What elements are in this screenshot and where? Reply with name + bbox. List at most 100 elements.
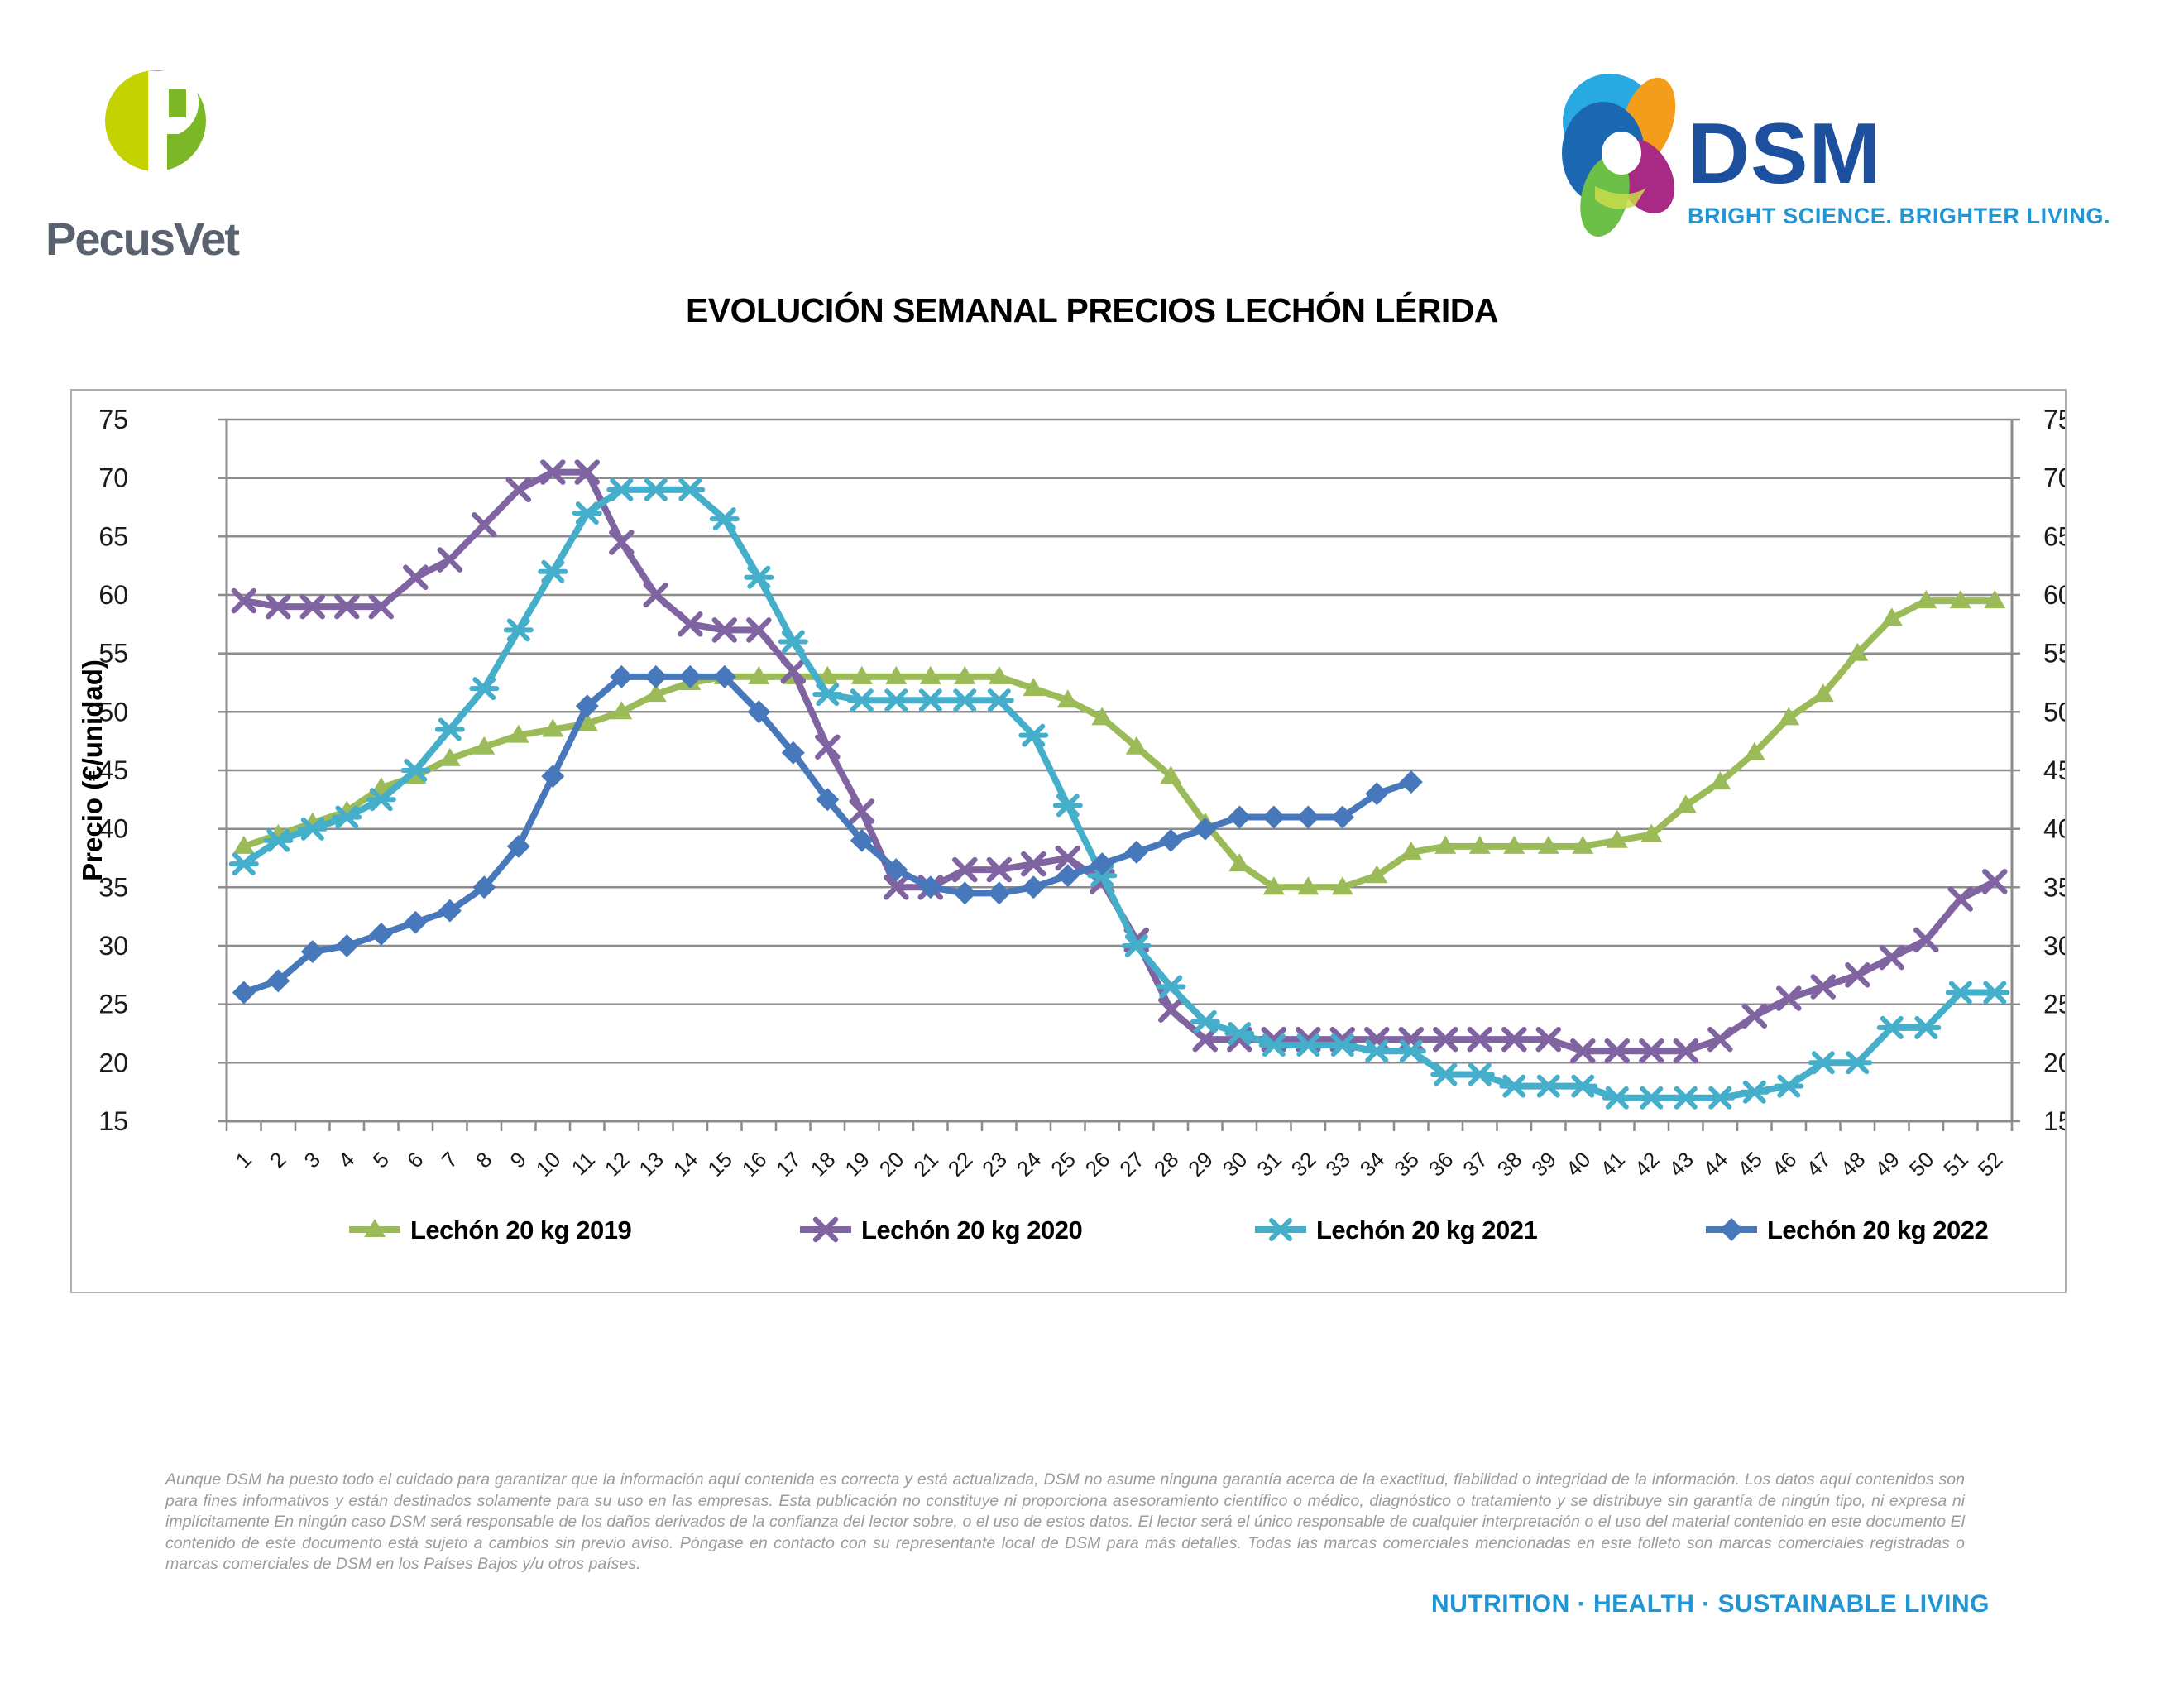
x-axis-label: 46 [1767, 1147, 1802, 1182]
legend-label: Lechón 20 kg 2019 [410, 1216, 631, 1244]
chart-container: 1515202025253030353540404545505055556060… [70, 389, 2067, 1293]
x-axis-label: 4 [333, 1147, 359, 1172]
x-axis-label: 51 [1938, 1147, 1973, 1182]
x-axis-label: 12 [600, 1147, 635, 1182]
y-axis-label-right: 75 [2043, 405, 2065, 434]
legend-label: Lechón 20 kg 2022 [1767, 1216, 1988, 1244]
x-axis-label: 29 [1183, 1147, 1218, 1182]
y-axis-label-right: 15 [2043, 1106, 2065, 1136]
x-axis-label: 30 [1218, 1147, 1252, 1182]
x-axis-label: 13 [634, 1147, 668, 1182]
chart-title: EVOLUCIÓN SEMANAL PRECIOS LECHÓN LÉRIDA [685, 291, 1499, 329]
y-axis-label-left: 50 [98, 697, 128, 727]
x-axis-label: 25 [1046, 1147, 1080, 1182]
series-line [240, 486, 1999, 1101]
x-axis-label: 10 [531, 1147, 566, 1182]
x-axis-label: 50 [1904, 1147, 1939, 1182]
disclaimer-text: Aunque DSM ha puesto todo el cuidado par… [165, 1470, 1965, 1573]
x-axis-label: 27 [1114, 1147, 1149, 1182]
dsm-logo: DSM BRIGHT SCIENCE. BRIGHTER LIVING. [1562, 70, 2111, 244]
y-axis-label-right: 50 [2043, 697, 2065, 727]
y-axis-label-left: 65 [98, 521, 128, 551]
y-axis-label-left: 75 [98, 405, 128, 434]
legend-item: Lechón 20 kg 2020 [800, 1216, 1083, 1244]
x-axis-label: 8 [471, 1147, 496, 1172]
y-axis-label-right: 20 [2043, 1048, 2065, 1077]
x-axis-label: 26 [1080, 1147, 1115, 1182]
legend-item: Lechón 20 kg 2022 [1706, 1216, 1989, 1244]
y-axis-label-right: 70 [2043, 463, 2065, 493]
dsm-logo-icon [1562, 74, 1676, 237]
x-axis-label: 42 [1630, 1147, 1664, 1182]
x-axis-label: 28 [1149, 1147, 1184, 1182]
x-axis-label: 24 [1012, 1147, 1046, 1182]
x-axis-label: 21 [908, 1147, 943, 1182]
series-line [240, 468, 1999, 1055]
y-axis-label-right: 60 [2043, 580, 2065, 610]
x-axis-label: 18 [806, 1147, 841, 1182]
y-axis-label-left: 35 [98, 872, 128, 902]
x-axis-label: 33 [1320, 1147, 1355, 1182]
dsm-wordmark: DSM [1688, 106, 1882, 202]
x-axis-label: 9 [505, 1147, 531, 1172]
x-axis-label: 11 [567, 1147, 600, 1180]
pecusvet-logo-icon: PecusVet [46, 70, 241, 265]
x-axis-label: 36 [1424, 1147, 1458, 1182]
x-axis-label: 16 [737, 1147, 772, 1182]
x-axis-label: 37 [1458, 1147, 1492, 1182]
x-axis-label: 49 [1870, 1147, 1904, 1182]
x-axis-label: 22 [943, 1147, 978, 1182]
dsm-tagline: BRIGHT SCIENCE. BRIGHTER LIVING. [1688, 203, 2111, 228]
y-axis-label-left: 70 [98, 463, 128, 493]
series-line [240, 597, 1999, 891]
y-axis-label-right: 30 [2043, 931, 2065, 961]
x-axis-label: 20 [874, 1147, 909, 1182]
x-axis-label: 3 [299, 1147, 325, 1172]
y-axis-label-left: 30 [98, 931, 128, 961]
x-axis-label: 14 [668, 1147, 703, 1182]
x-axis-label: 2 [265, 1147, 290, 1172]
legend-item: Lechón 20 kg 2021 [1255, 1216, 1538, 1244]
legend-label: Lechón 20 kg 2021 [1316, 1216, 1537, 1244]
footer-tagline: NUTRITION · HEALTH · SUSTAINABLE LIVING [1430, 1590, 1990, 1618]
legend-label: Lechón 20 kg 2020 [861, 1216, 1082, 1244]
x-axis-label: 52 [1973, 1147, 2008, 1182]
y-axis-title: Precio (€/unidad) [77, 659, 108, 881]
x-axis-label: 19 [840, 1147, 874, 1182]
y-axis-label-right: 55 [2043, 639, 2065, 669]
x-axis-label: 35 [1389, 1147, 1424, 1182]
line-chart: 1515202025253030353540404545505055556060… [77, 405, 2065, 1244]
x-axis-label: 15 [702, 1147, 737, 1182]
y-axis-label-left: 45 [98, 755, 128, 785]
pecusvet-logo: PecusVet [46, 66, 343, 265]
y-axis-label-left: 60 [98, 580, 128, 610]
y-axis-label-left: 15 [98, 1106, 128, 1136]
x-axis-label: 32 [1286, 1147, 1321, 1182]
y-axis-label-right: 45 [2043, 755, 2065, 785]
x-axis-label: 40 [1561, 1147, 1596, 1182]
x-axis-label: 41 [1595, 1147, 1630, 1182]
x-axis-label: 6 [402, 1147, 428, 1172]
y-axis-label-right: 40 [2043, 814, 2065, 844]
x-axis-label: 34 [1355, 1147, 1390, 1182]
x-axis-label: 44 [1698, 1147, 1733, 1182]
y-axis-label-right: 35 [2043, 872, 2065, 902]
y-axis-label-left: 40 [98, 814, 128, 844]
x-axis-label: 38 [1492, 1147, 1527, 1182]
pecusvet-wordmark-svg-text: PecusVet [46, 213, 239, 265]
x-axis-label: 43 [1664, 1147, 1698, 1182]
x-axis-label: 23 [977, 1147, 1012, 1182]
x-axis-label: 47 [1801, 1147, 1836, 1182]
y-axis-label-left: 55 [98, 639, 128, 669]
x-axis-label: 5 [368, 1147, 394, 1172]
x-axis-label: 31 [1252, 1147, 1286, 1182]
x-axis-label: 45 [1732, 1147, 1767, 1182]
x-axis-label: 39 [1526, 1147, 1561, 1182]
y-axis-label-left: 20 [98, 1048, 128, 1077]
y-axis-label-left: 25 [98, 990, 128, 1019]
x-axis-label: 17 [771, 1147, 806, 1182]
y-axis-label-right: 65 [2043, 521, 2065, 551]
x-axis-label: 48 [1836, 1147, 1870, 1182]
x-axis-label: 7 [437, 1147, 462, 1172]
y-axis-label-right: 25 [2043, 990, 2065, 1019]
